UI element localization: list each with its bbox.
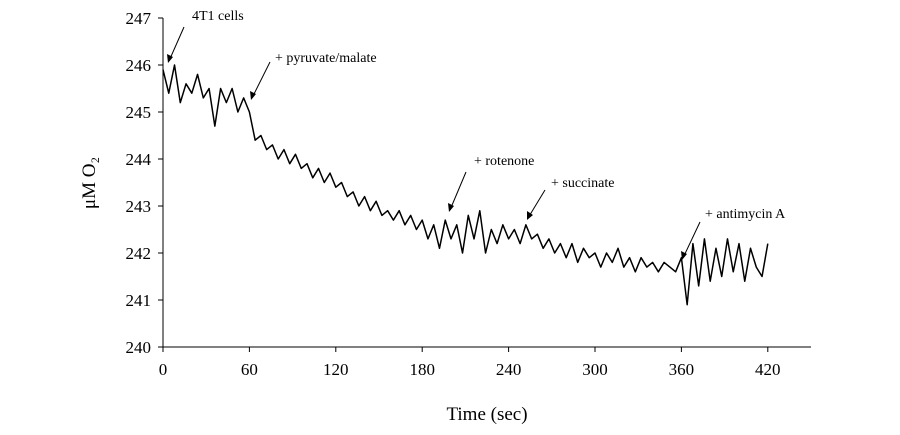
x-tick-label: 60 [241,360,258,379]
y-tick-label: 240 [126,338,152,357]
y-tick-label: 244 [126,150,152,169]
arrowhead [250,91,256,100]
annotation: + antimycin A [705,207,786,222]
annotation-arrows [168,26,701,259]
y-tick-label: 243 [126,197,152,216]
y-tick-label: 247 [126,9,152,28]
arrowhead [448,203,454,212]
arrow [682,221,701,259]
x-tick-label: 240 [496,360,522,379]
x-tick-label: 180 [409,360,435,379]
x-tick-label: 360 [669,360,695,379]
arrowheads [167,54,687,260]
y-tick-label: 242 [126,244,152,263]
arrow [168,26,185,62]
data-line [162,64,769,306]
arrow [251,61,271,99]
annotation: 4T1 cells [192,9,244,24]
x-tick-label: 300 [582,360,608,379]
y-tick-label: 246 [126,56,152,75]
arrowhead [681,251,687,260]
x-tick-label: 120 [323,360,349,379]
y-tick-label: 241 [126,291,152,310]
arrowhead [527,211,533,220]
y-axis-label: μM O₂ [79,157,100,209]
annotation: + pyruvate/malate [275,51,377,66]
x-tick-label: 420 [755,360,781,379]
arrow [527,189,546,219]
arrow [449,171,467,211]
y-tick-label: 245 [126,103,152,122]
x-tick-label: 0 [159,360,168,379]
annotation: + succinate [551,176,614,191]
annotation: + rotenone [474,154,534,169]
x-axis-label: Time (sec) [446,404,527,425]
arrowhead [167,54,173,63]
